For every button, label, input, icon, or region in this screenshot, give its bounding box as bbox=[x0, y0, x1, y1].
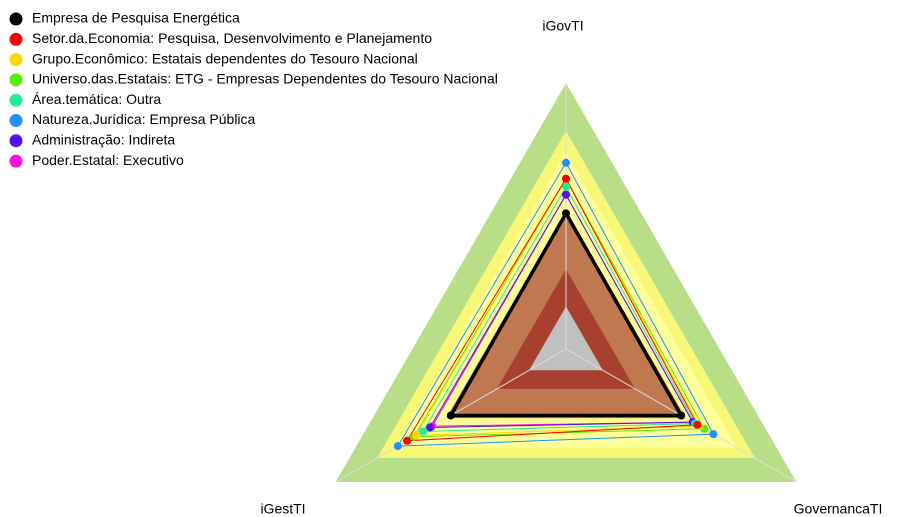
legend-label: Administração: Indireta bbox=[32, 132, 175, 148]
series-line bbox=[415, 177, 701, 436]
data-point bbox=[693, 420, 702, 429]
legend-marker bbox=[9, 114, 23, 127]
data-point bbox=[562, 190, 570, 199]
legend-label: Universo.das.Estatais: ETG - Empresas De… bbox=[32, 71, 498, 87]
legend-marker bbox=[9, 134, 23, 148]
data-point bbox=[562, 182, 570, 191]
legend-marker bbox=[9, 12, 23, 26]
legend-marker bbox=[9, 154, 23, 168]
axis-label: iGovTI bbox=[542, 18, 583, 34]
legend-marker bbox=[9, 93, 23, 107]
legend-label: Grupo.Econômico: Estatais dependentes do… bbox=[32, 50, 418, 66]
data-point bbox=[709, 430, 718, 439]
legend-label: Área.temática: Outra bbox=[32, 91, 161, 107]
legend-label: Natureza.Jurídica: Empresa Pública bbox=[32, 111, 256, 127]
data-point bbox=[426, 423, 435, 432]
axis-label: iGestTI bbox=[260, 501, 305, 517]
data-point bbox=[412, 431, 421, 440]
data-point bbox=[562, 209, 570, 218]
legend-marker bbox=[9, 32, 23, 46]
data-point bbox=[419, 427, 428, 436]
data-point bbox=[677, 411, 686, 420]
series-line bbox=[422, 185, 696, 432]
data-point bbox=[393, 442, 402, 451]
data-point bbox=[562, 158, 570, 167]
series-line bbox=[396, 161, 715, 447]
legend-label: Empresa de Pesquisa Energética bbox=[32, 10, 240, 26]
axis-label: GovernancaTI bbox=[794, 501, 883, 517]
legend-label: Poder.Estatal: Executivo bbox=[32, 152, 184, 168]
legend-marker bbox=[9, 53, 23, 67]
data-point bbox=[562, 174, 570, 183]
series-line bbox=[429, 193, 694, 428]
data-point bbox=[446, 411, 455, 420]
data-point bbox=[403, 436, 412, 445]
legend-marker bbox=[9, 73, 23, 87]
series-line bbox=[447, 209, 685, 418]
series-line bbox=[406, 177, 699, 442]
legend-label: Setor.da.Economia: Pesquisa, Desenvolvim… bbox=[32, 30, 432, 46]
